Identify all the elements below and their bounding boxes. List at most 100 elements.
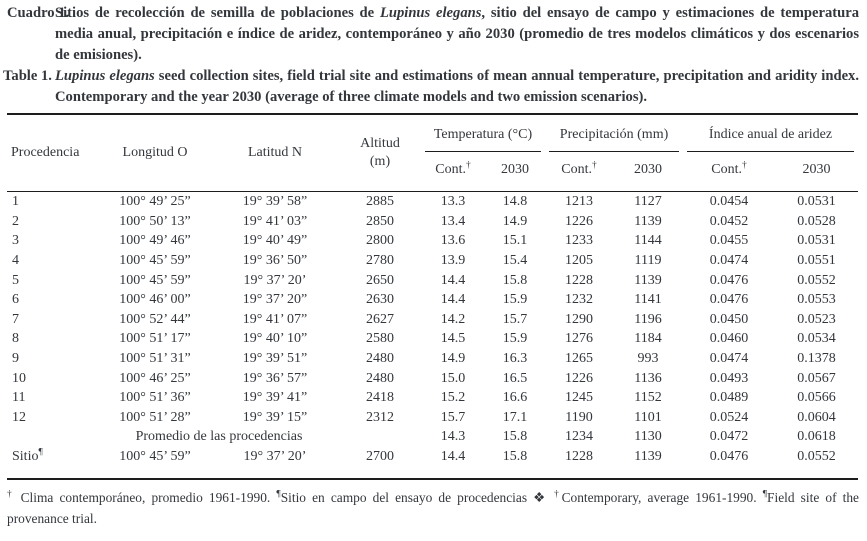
- table-cell: 19° 36’ 57”: [242, 370, 308, 386]
- table-cell: 16.3: [502, 351, 528, 367]
- table-row: 11 100° 51’ 36” 19° 39’ 41” 2418 15.2 16.6 124…: [7, 388, 858, 408]
- table-cell: 19° 41’ 07”: [242, 311, 308, 327]
- table-cell: 15.9: [502, 331, 528, 347]
- data-table: Procedencia Longitud O Latitud N Altitud…: [7, 113, 859, 481]
- table-cell: [7, 427, 99, 447]
- table-cell: 0.0618: [797, 429, 836, 445]
- table-cell: 10: [12, 370, 26, 386]
- table-cell: 0.0552: [797, 449, 836, 465]
- table-cell: 14.4: [440, 449, 466, 465]
- table-cell: 0.0552: [797, 272, 836, 288]
- dagger-icon: †: [742, 160, 747, 171]
- subheader-precip-cont: Cont.†: [561, 160, 597, 177]
- table-cell: 2: [12, 213, 19, 229]
- table-cell: 13.3: [440, 194, 466, 210]
- table-cell: 19° 39’ 51”: [242, 351, 308, 367]
- caption-spanish-text: Sitios de recolección de semilla de pobl…: [55, 5, 859, 63]
- table-cell: 1127: [634, 194, 662, 210]
- table-cell: 0.0553: [797, 292, 836, 308]
- table-cell: 1130: [634, 429, 662, 445]
- table-cell: 1233: [565, 233, 594, 249]
- caption-english-label: Table 1.: [3, 68, 52, 84]
- group-header-precipitacion-label: Precipitación (mm): [549, 115, 680, 152]
- dagger-icon: †: [465, 160, 471, 171]
- table-cell: 2850: [366, 213, 394, 229]
- average-row-label: Promedio de las procedencias: [135, 429, 303, 445]
- table-cell: 1290: [565, 311, 594, 327]
- table-cell: 0.0528: [797, 213, 836, 229]
- table-cell: 0.0531: [797, 194, 836, 210]
- table-cell: 14.5: [440, 331, 466, 347]
- table-cell: 100° 45’ 59”: [119, 449, 191, 465]
- table-cell: 100° 45’ 59”: [119, 253, 191, 269]
- table-cell: 2580: [366, 331, 394, 347]
- table-row: 9 100° 51’ 31” 19° 39’ 51” 2480 14.9 16.3 1265…: [7, 349, 858, 369]
- table-cell: 1226: [565, 370, 594, 386]
- table-cell: 0.0566: [797, 390, 836, 406]
- caption-spanish: Cuadro 1. Sitios de recolección de semil…: [7, 3, 859, 66]
- table-cell: 1276: [565, 331, 594, 347]
- table-cell: 100° 49’ 25”: [119, 194, 191, 210]
- table-cell: 0.0534: [797, 331, 836, 347]
- table-cell: 1139: [634, 272, 662, 288]
- table-cell: 15.2: [440, 390, 466, 406]
- table-cell: 100° 49’ 46”: [119, 233, 191, 249]
- table-cell: 1234: [565, 429, 594, 445]
- table-cell: 1190: [565, 409, 593, 425]
- table-cell: 2780: [366, 253, 394, 269]
- table-cell: 1136: [634, 370, 662, 386]
- table-cell: 14.3: [440, 429, 466, 445]
- table-row: 3 100° 49’ 46” 19° 40’ 49” 2800 13.6 15.1 1233…: [7, 231, 858, 251]
- caption-english-text: Lupinus elegans seed collection sites, f…: [55, 68, 860, 105]
- table-header: Procedencia Longitud O Latitud N Altitud…: [7, 114, 859, 192]
- table-cell: 6: [12, 292, 19, 308]
- table-cell: 1228: [565, 449, 594, 465]
- table-row: 8 100° 51’ 17” 19° 40’ 10” 2580 14.5 15.9 1276…: [7, 329, 858, 349]
- site-row-label: Sitio¶: [12, 447, 43, 465]
- column-header-procedencia: Procedencia: [11, 145, 80, 160]
- table-cell: 0.0531: [797, 233, 836, 249]
- table-cell: 16.5: [502, 370, 528, 386]
- table-row: 6 100° 46’ 00” 19° 37’ 20” 2630 14.4 15.9 1232…: [7, 290, 858, 310]
- group-header-temperatura-label: Temperatura (°C): [425, 115, 542, 152]
- table-cell: 1213: [565, 194, 594, 210]
- table-cell: 0.0450: [709, 311, 749, 327]
- table-row: 12 100° 51’ 28” 19° 39’ 15” 2312 15.7 17.1 119…: [7, 408, 858, 428]
- table-cell: 15.7: [440, 409, 466, 425]
- table-cell: 1232: [565, 292, 594, 308]
- table-cell: 0.0476: [709, 272, 749, 288]
- table-cell: 15.8: [502, 449, 528, 465]
- table-cell: 7: [12, 311, 19, 327]
- table-cell: 0.0567: [797, 370, 836, 386]
- table-cell: 17.1: [502, 409, 528, 425]
- table-cell: 0.0551: [797, 253, 836, 269]
- table-cell: 19° 39’ 58”: [242, 194, 308, 210]
- table-cell: 14.9: [502, 213, 528, 229]
- table-cell: 1205: [565, 253, 594, 269]
- table-cell: 11: [12, 390, 26, 406]
- table-cell: 14.2: [440, 311, 466, 327]
- table-cell: 0.0493: [709, 370, 749, 386]
- table-row: 4 100° 45’ 59” 19° 36’ 50” 2780 13.9 15.4 1205…: [7, 251, 858, 271]
- table-cell: 15.4: [502, 253, 528, 269]
- table-cell: 1196: [634, 311, 662, 327]
- table-cell: 5: [12, 272, 19, 288]
- table-cell: 19° 40’ 10”: [242, 331, 308, 347]
- table-row: 2 100° 50’ 13” 19° 41’ 03” 2850 13.4 14.9 1226…: [7, 212, 858, 232]
- table-row: Sitio¶ 100° 45’ 59” 19° 37’ 20’ 2700 14.4 15.…: [7, 447, 858, 479]
- table-cell: 2800: [366, 233, 394, 249]
- table-cell: 13.4: [440, 213, 466, 229]
- table-cell: 19° 37’ 20’: [243, 449, 307, 465]
- table-cell: 1101: [634, 409, 662, 425]
- table-cell: 19° 40’ 49”: [242, 233, 308, 249]
- subheader-temp-2030: 2030: [501, 162, 529, 177]
- column-header-longitud: Longitud O: [122, 145, 188, 160]
- table-cell: 2630: [366, 292, 394, 308]
- table-cell: 12: [12, 409, 26, 425]
- table-cell: 100° 45’ 59”: [119, 272, 191, 288]
- table-row: 10 100° 46’ 25” 19° 36’ 57” 2480 15.0 16.5 122…: [7, 368, 858, 388]
- table-row: Promedio de las procedencias 14.3 15.8 1234…: [7, 427, 858, 447]
- table-cell: 1265: [565, 351, 594, 367]
- subheader-aridez-2030: 2030: [802, 162, 831, 177]
- group-header-temperatura: Temperatura (°C): [421, 114, 545, 152]
